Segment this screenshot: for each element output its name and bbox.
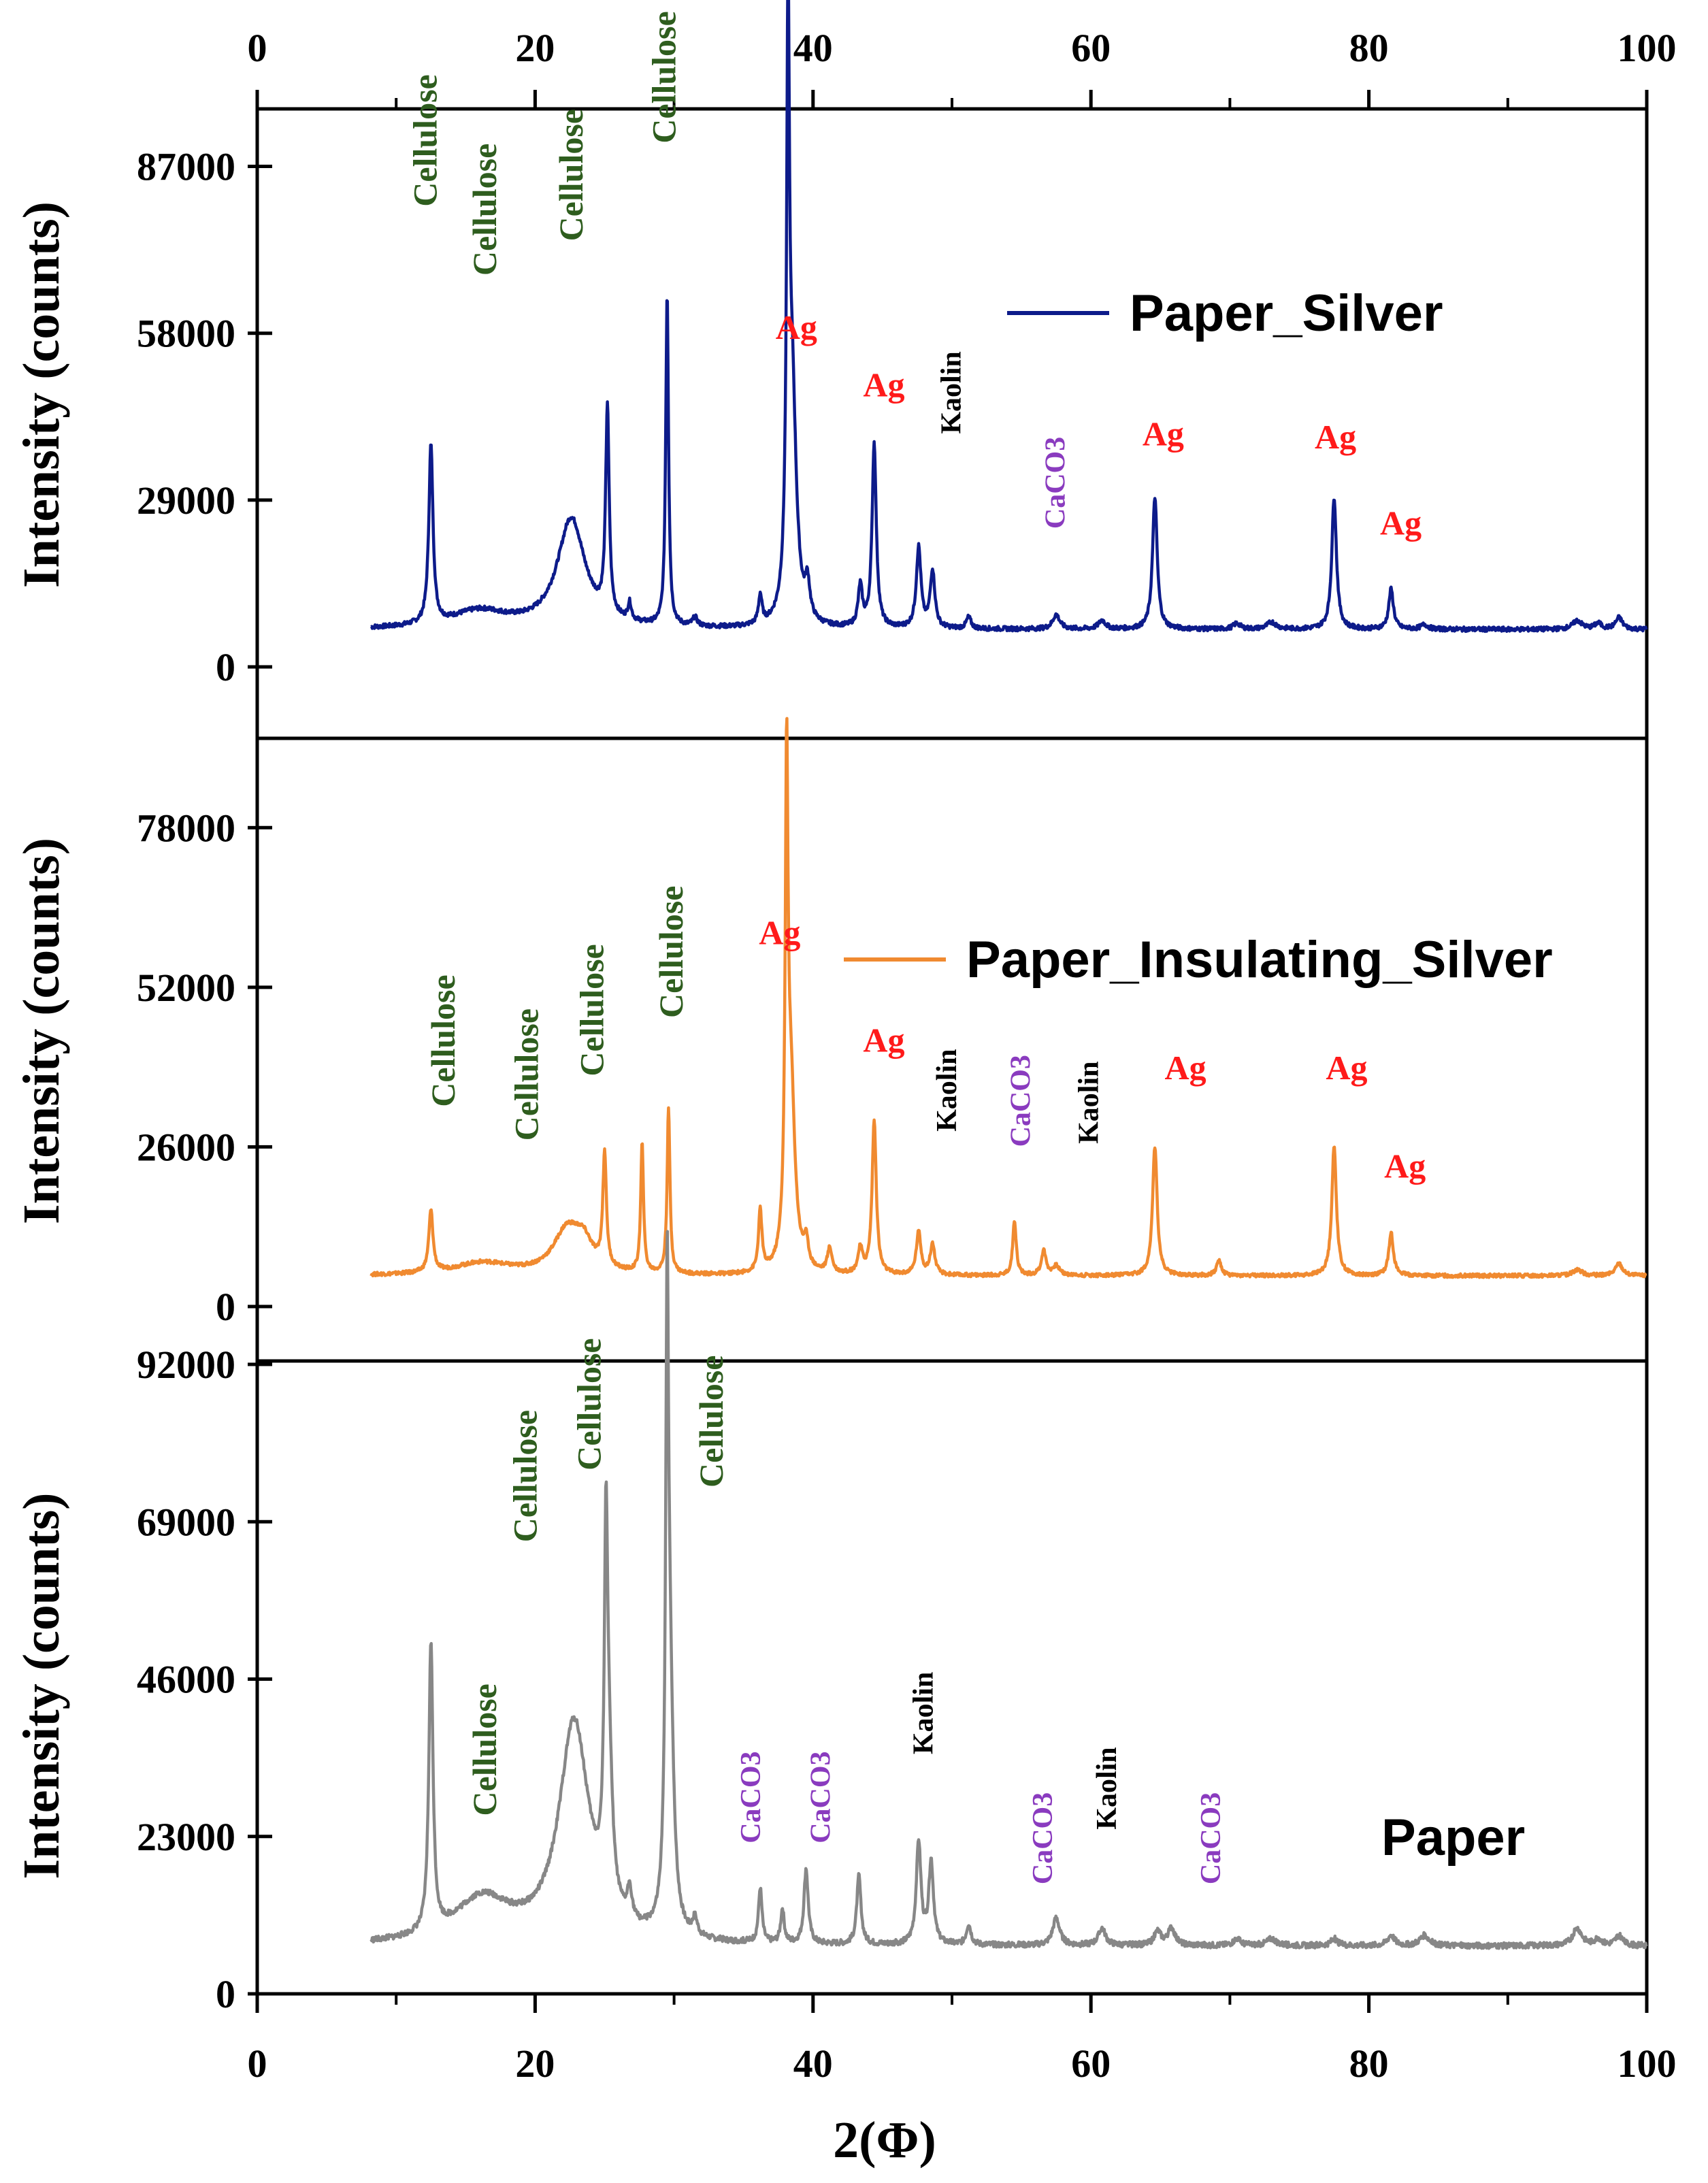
peak-label-caco3: CaCO3 (1028, 1792, 1059, 1884)
top-x-tick-label: 60 (1071, 26, 1111, 70)
peak-label-ag: Ag (863, 366, 904, 404)
x-axis-title: 2(Φ) (833, 2112, 936, 2169)
y-tick-label: 0 (216, 1285, 235, 1329)
series-line-paper-silver (370, 0, 1648, 634)
peak-label-cellulose: Cellulose (406, 74, 444, 206)
peak-label-caco3: CaCO3 (1005, 1055, 1036, 1147)
peak-label-cellulose: Cellulose (570, 1338, 608, 1470)
peak-label-caco3: CaCO3 (1040, 437, 1071, 529)
peak-label-cellulose: Cellulose (645, 11, 683, 143)
peak-label-ag: Ag (759, 914, 800, 952)
x-tick-label: 40 (793, 2041, 833, 2086)
legend-label: Paper (1381, 1809, 1525, 1867)
peak-label-ag: Ag (776, 308, 817, 346)
x-tick-label: 80 (1349, 2041, 1389, 2086)
y-tick-label: 52000 (137, 966, 235, 1010)
peak-label-cellulose: Cellulose (692, 1356, 730, 1488)
peak-label-kaolin: Kaolin (936, 351, 967, 433)
peak-label-cellulose: Cellulose (424, 974, 462, 1106)
x-tick-label: 20 (515, 2041, 555, 2086)
y-tick-label: 29000 (137, 478, 235, 523)
peak-label-cellulose: Cellulose (552, 109, 590, 241)
legend-label: Paper_Silver (1130, 284, 1443, 342)
top-x-tick-label: 100 (1617, 26, 1677, 70)
peak-label-kaolin: Kaolin (932, 1049, 963, 1132)
peak-label-cellulose: Cellulose (465, 1684, 504, 1816)
y-tick-label: 78000 (137, 806, 235, 850)
peak-label-cellulose: Cellulose (465, 144, 504, 276)
x-tick-label: 0 (248, 2041, 267, 2086)
peak-label-ag: Ag (1165, 1049, 1206, 1087)
y-tick-label: 23000 (137, 1815, 235, 1859)
x-tick-label: 100 (1617, 2041, 1677, 2086)
legend-label: Paper_Insulating_Silver (966, 931, 1553, 989)
y-tick-label: 92000 (137, 1343, 235, 1387)
peak-label-caco3: CaCO3 (736, 1751, 767, 1843)
peak-label-ag: Ag (1315, 418, 1356, 456)
y-tick-label: 0 (216, 1972, 235, 2016)
peak-label-kaolin: Kaolin (908, 1672, 939, 1754)
peak-label-kaolin: Kaolin (1091, 1747, 1123, 1829)
peak-label-ag: Ag (1384, 1147, 1426, 1185)
series-line-paper (369, 1230, 1648, 1950)
y-axis-title: Intensity (counts) (13, 838, 70, 1224)
y-tick-label: 87000 (137, 145, 235, 189)
y-tick-label: 58000 (137, 312, 235, 356)
y-tick-label: 0 (216, 645, 235, 689)
peak-label-ag: Ag (863, 1021, 904, 1060)
series-line-paper-insulating-silver (369, 717, 1647, 1279)
peak-label-kaolin: Kaolin (1073, 1062, 1104, 1144)
top-x-tick-label: 20 (515, 26, 555, 70)
peak-label-caco3: CaCO3 (805, 1751, 836, 1843)
y-tick-label: 46000 (137, 1658, 235, 1702)
peak-label-cellulose: Cellulose (506, 1410, 544, 1542)
y-tick-label: 26000 (137, 1125, 235, 1169)
y-tick-label: 69000 (137, 1500, 235, 1544)
top-x-tick-label: 40 (793, 26, 833, 70)
x-tick-label: 60 (1071, 2041, 1111, 2086)
plot-layer: 0020204040606080801001000290005800087000… (13, 0, 1677, 2086)
peak-label-ag: Ag (1326, 1049, 1367, 1087)
peak-label-cellulose: Cellulose (572, 944, 610, 1076)
top-x-tick-label: 80 (1349, 26, 1389, 70)
peak-label-ag: Ag (1380, 504, 1422, 542)
y-axis-title: Intensity (counts) (13, 1493, 70, 1880)
peak-label-caco3: CaCO3 (1196, 1792, 1227, 1884)
y-axis-title: Intensity (counts) (13, 201, 70, 588)
top-x-tick-label: 0 (248, 26, 267, 70)
peak-label-cellulose: Cellulose (507, 1008, 545, 1140)
peak-label-cellulose: Cellulose (652, 886, 690, 1018)
peak-label-ag: Ag (1143, 415, 1184, 453)
